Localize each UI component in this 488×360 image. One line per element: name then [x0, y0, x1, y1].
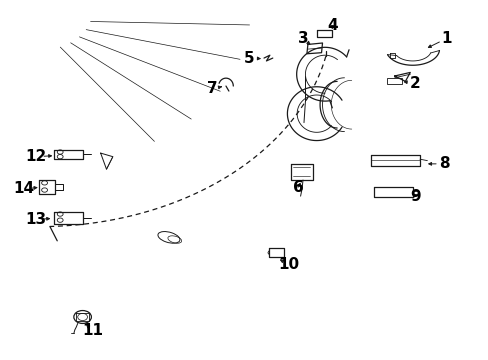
Text: 7: 7 [207, 81, 218, 96]
Text: 11: 11 [81, 323, 102, 338]
Text: 2: 2 [409, 76, 420, 91]
Text: 4: 4 [326, 18, 337, 33]
Text: 3: 3 [297, 31, 308, 46]
Text: 12: 12 [25, 149, 46, 164]
Text: 13: 13 [25, 212, 46, 227]
Text: 14: 14 [14, 181, 35, 197]
Bar [386, 78, 401, 84]
Text: 10: 10 [277, 257, 298, 272]
Text: 6: 6 [292, 180, 303, 195]
Text: 8: 8 [438, 156, 449, 171]
Text: 5: 5 [244, 50, 254, 66]
Text: 1: 1 [441, 31, 451, 46]
Text: 9: 9 [409, 189, 420, 204]
